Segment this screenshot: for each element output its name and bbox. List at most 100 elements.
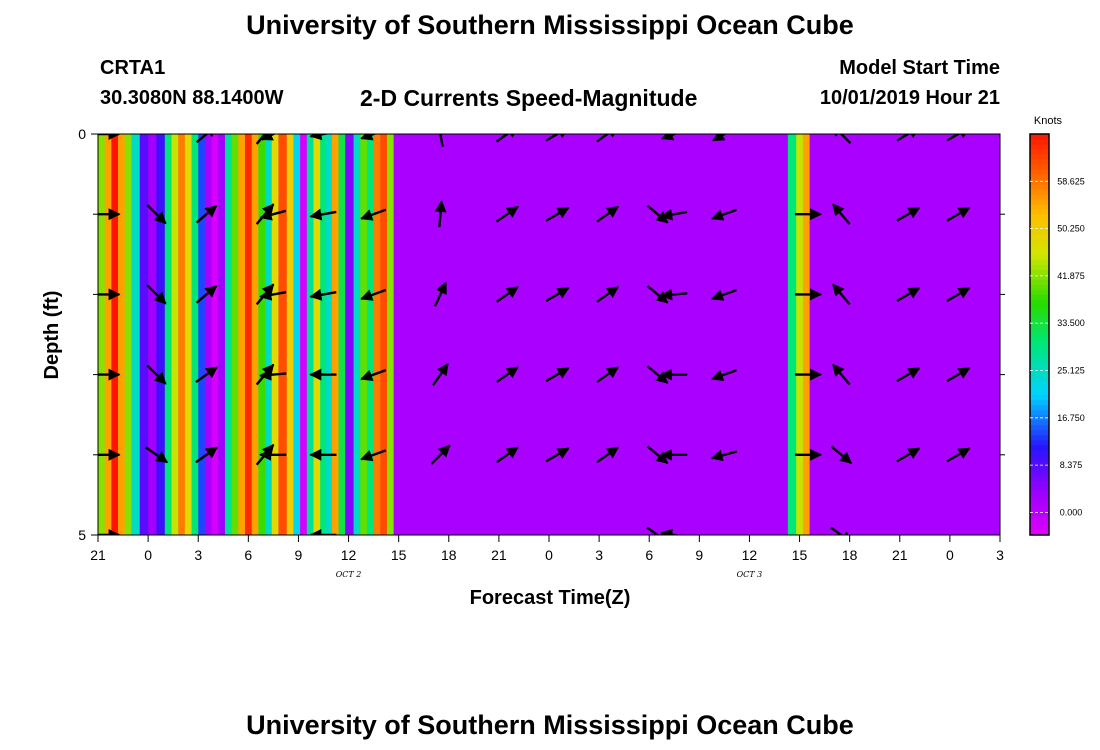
speed-column <box>393 134 789 535</box>
colorbar-segment <box>1030 374 1049 381</box>
current-vector <box>259 368 287 381</box>
current-vector <box>195 134 218 144</box>
colorbar-segment <box>1030 209 1049 215</box>
colorbar-segment <box>1030 384 1049 391</box>
colorbar-segment <box>1030 424 1049 431</box>
date-label: OCT 2 <box>336 570 362 579</box>
speed-column <box>251 134 259 535</box>
colorbar-segment <box>1030 479 1049 486</box>
speed-heatmap <box>98 134 1000 535</box>
speed-column <box>104 134 112 535</box>
colorbar-segment <box>1030 199 1049 205</box>
colorbar-segment <box>1030 389 1049 396</box>
x-tick-label: 3 <box>194 547 202 563</box>
current-vector <box>195 366 219 384</box>
current-vector <box>831 134 852 145</box>
speed-column <box>164 134 173 535</box>
current-vector <box>495 285 519 303</box>
current-vector <box>830 445 853 465</box>
x-tick-label: 21 <box>90 547 106 563</box>
x-tick-label: 0 <box>144 547 152 563</box>
current-vector <box>495 366 519 384</box>
current-vector <box>545 447 570 463</box>
current-vector <box>896 447 921 463</box>
speed-column <box>373 134 381 535</box>
speed-column <box>224 134 233 535</box>
current-vector <box>495 446 519 464</box>
current-vector <box>832 203 851 225</box>
current-vector <box>832 363 851 386</box>
colorbar-segment <box>1030 494 1049 501</box>
colorbar-segment <box>1030 299 1049 305</box>
y-tick-label: 0 <box>78 126 86 142</box>
axes: 21 0 3 6 9 12 15 18 21 0 3 6 9 12 15 18 21 0 3 OCT 2 OCT 3 0 5 <box>78 126 1005 579</box>
current-vector <box>259 288 287 301</box>
current-vector <box>360 208 387 221</box>
colorbar-segment <box>1030 329 1049 335</box>
colorbar-segment <box>1030 454 1049 461</box>
colorbar-label: 41.875 <box>1057 271 1085 281</box>
current-vector <box>434 200 447 228</box>
speed-column <box>300 134 308 535</box>
current-vector <box>430 444 451 465</box>
colorbar-segment <box>1030 149 1049 155</box>
current-vector <box>309 134 331 141</box>
current-vector <box>545 367 570 383</box>
speed-column <box>139 134 149 535</box>
x-axis-title: Forecast Time(Z) <box>470 587 631 609</box>
colorbar-segment <box>1030 309 1049 315</box>
current-vector <box>545 286 570 302</box>
speed-column <box>366 134 375 535</box>
current-vector <box>712 134 727 142</box>
colorbar-segment <box>1030 529 1049 536</box>
colorbar: 0.000 8.375 16.750 25.125 33.500 41.875 50.250… <box>1029 133 1085 536</box>
speed-column <box>131 134 141 535</box>
current-vector <box>711 288 738 301</box>
station-coords: 30.3080N 88.1400W <box>100 87 284 109</box>
model-start-label: Model Start Time <box>839 57 1000 79</box>
current-vector <box>596 446 620 464</box>
x-tick-label: 9 <box>695 547 703 563</box>
colorbar-segment <box>1030 409 1049 416</box>
colorbar-segment <box>1030 239 1049 245</box>
speed-column <box>313 134 321 535</box>
speed-column <box>218 134 226 535</box>
colorbar-segment <box>1030 234 1049 240</box>
colorbar-segment <box>1030 154 1049 160</box>
speed-column <box>809 134 1000 535</box>
current-vector <box>260 134 277 141</box>
current-vector <box>896 134 921 142</box>
x-tick-label: 21 <box>491 547 507 563</box>
speed-column <box>171 134 179 535</box>
colorbar-segment <box>1030 144 1049 150</box>
speed-column <box>320 134 326 535</box>
colorbar-segment <box>1030 489 1049 496</box>
current-vector <box>596 366 620 384</box>
speed-column <box>178 134 186 535</box>
colorbar-segment <box>1030 469 1049 476</box>
x-tick-label: 3 <box>996 547 1004 563</box>
colorbar-segment <box>1030 194 1049 200</box>
current-vector <box>433 281 448 307</box>
colorbar-segment <box>1030 134 1049 140</box>
speed-column <box>204 134 213 535</box>
x-tick-label: 0 <box>545 547 553 563</box>
colorbar-segment <box>1030 314 1049 320</box>
chart-subtitle: 2-D Currents Speed-Magnitude <box>360 85 698 111</box>
colorbar-segment <box>1030 264 1049 270</box>
colorbar-segment <box>1030 139 1049 145</box>
speed-column <box>325 134 333 535</box>
footer-title: University of Southern Mississippi Ocean… <box>246 710 854 740</box>
speed-column <box>238 134 246 535</box>
speed-column <box>796 134 804 535</box>
colorbar-segment <box>1030 289 1049 295</box>
current-vector <box>146 204 167 225</box>
colorbar-segment <box>1030 284 1049 290</box>
current-vector <box>495 134 519 143</box>
x-tick-label: 18 <box>441 547 457 563</box>
x-tick-label: 6 <box>645 547 653 563</box>
speed-column <box>184 134 193 535</box>
colorbar-segment <box>1030 164 1049 170</box>
colorbar-segment <box>1030 504 1049 511</box>
colorbar-segment <box>1030 359 1049 366</box>
